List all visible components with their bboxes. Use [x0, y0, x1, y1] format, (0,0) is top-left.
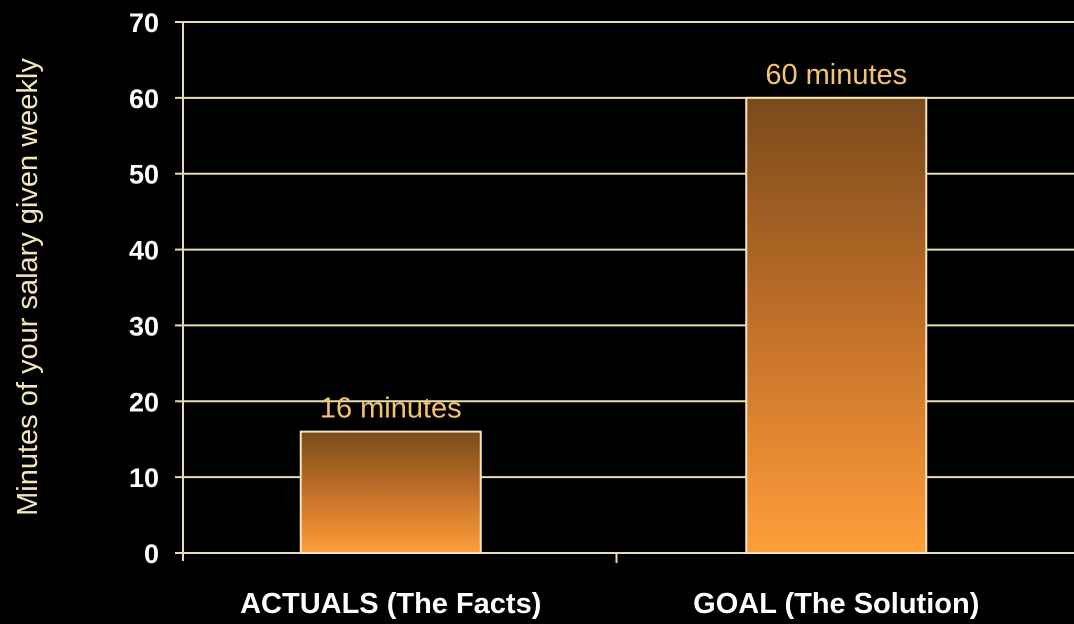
- y-tick-label: 20: [129, 387, 159, 417]
- y-tick-label: 40: [129, 236, 159, 266]
- x-category-label: GOAL (The Solution): [693, 588, 979, 619]
- y-tick-label: 0: [144, 539, 159, 569]
- bars: [299, 96, 928, 554]
- y-tick-label: 60: [129, 84, 159, 114]
- y-tick-label: 30: [129, 311, 159, 341]
- y-tick-label: 10: [129, 463, 159, 493]
- y-axis-label: Minutes of your salary given weekly: [12, 58, 44, 516]
- y-tick-label: 70: [129, 8, 159, 38]
- y-tick-label: 50: [129, 160, 159, 190]
- bar: [745, 96, 928, 554]
- data-label: 16 minutes: [320, 393, 462, 425]
- bar: [299, 430, 482, 554]
- labels: 0 10 20 30 40 50 60 70 16 minutes ACTUALS (The Fa…: [129, 8, 979, 620]
- data-label: 60 minutes: [765, 59, 907, 91]
- gridlines: [183, 21, 1074, 479]
- x-category-label: ACTUALS (The Facts): [240, 588, 541, 619]
